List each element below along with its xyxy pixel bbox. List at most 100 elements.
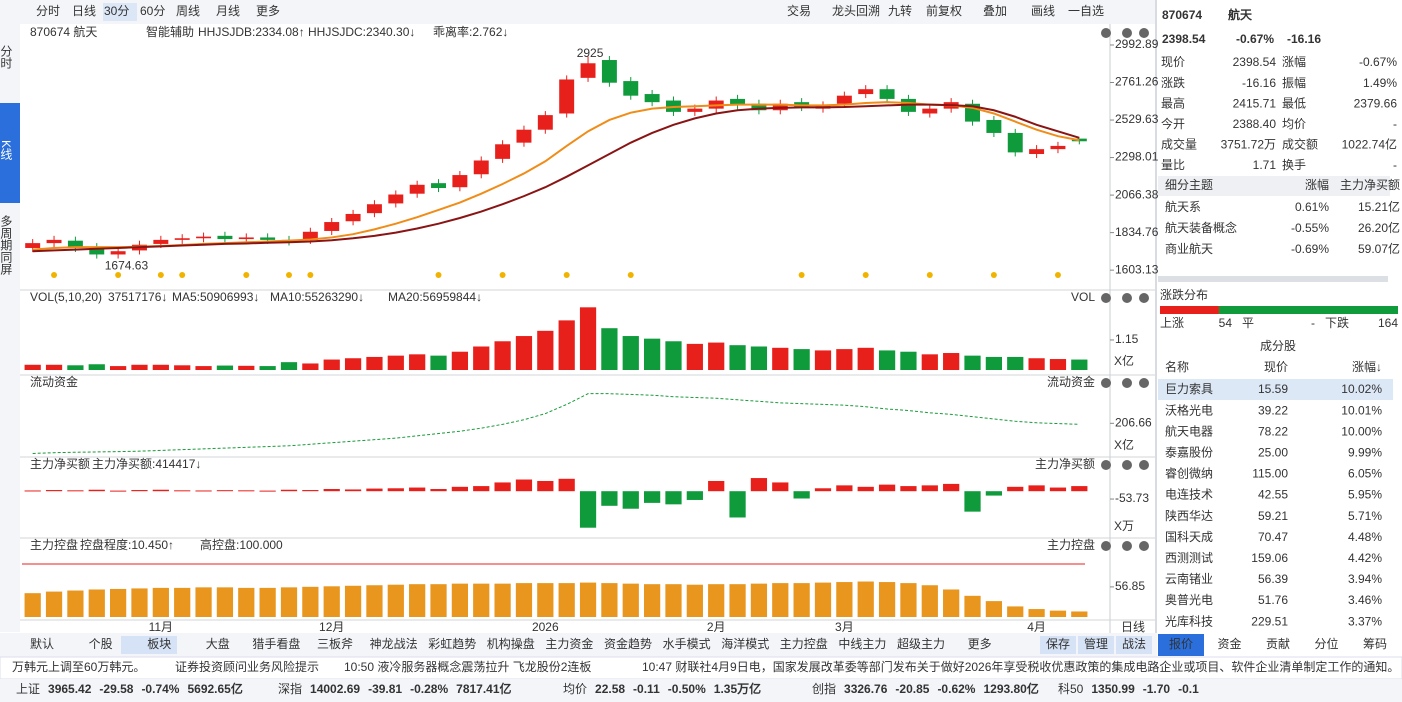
right-tab[interactable]: 报价 xyxy=(1169,636,1193,651)
right-tab[interactable]: 分位 xyxy=(1314,636,1338,651)
bottom-tab[interactable]: 板块 xyxy=(147,637,171,651)
bottom-tab[interactable]: 超级主力 xyxy=(897,636,945,651)
tool-button[interactable]: 九转 xyxy=(888,3,912,18)
bar xyxy=(686,584,703,617)
tool-button[interactable]: 交易 xyxy=(787,3,811,18)
panel-icon[interactable] xyxy=(1101,293,1111,303)
tool-button[interactable]: 画线 xyxy=(1031,4,1055,18)
panel-icon[interactable] xyxy=(1122,293,1132,303)
panel-icon[interactable] xyxy=(1139,460,1149,470)
bottom-tab[interactable]: 资金趋势 xyxy=(604,636,652,651)
component-cell[interactable]: 国科天成 xyxy=(1165,530,1213,544)
component-cell: 159.06 xyxy=(1251,551,1288,565)
sidebar-tab[interactable]: 分时 xyxy=(0,45,13,69)
bottom-tab[interactable]: 三板斧 xyxy=(317,637,353,651)
component-cell[interactable]: 航天电器 xyxy=(1165,423,1213,438)
component-cell[interactable]: 云南锗业 xyxy=(1165,571,1213,586)
right-tab[interactable]: 资金 xyxy=(1217,636,1241,651)
panel-icon[interactable] xyxy=(1122,460,1132,470)
component-cell[interactable]: 西测测试 xyxy=(1165,550,1213,565)
news-item[interactable]: 10:47 财联社4月9日电，国家发展改革委等部门发布关于做好2026年享受税收… xyxy=(642,659,1399,674)
theme-cell[interactable]: 航天系 xyxy=(1165,199,1201,214)
panel-icon[interactable] xyxy=(1139,293,1149,303)
bottom-tab[interactable]: 大盘 xyxy=(206,636,230,651)
bottom-tab[interactable]: 更多 xyxy=(968,637,992,651)
component-cell[interactable]: 睿创微纳 xyxy=(1165,466,1213,481)
news-item[interactable]: 证券投资顾问业务风险提示 xyxy=(175,659,319,674)
period-tab[interactable]: 60分 xyxy=(140,4,165,18)
theme-cell[interactable]: 商业航天 xyxy=(1165,241,1213,256)
panel-icon[interactable] xyxy=(1122,28,1132,38)
period-tab[interactable]: 30分 xyxy=(104,4,129,18)
panel-icon[interactable] xyxy=(1139,541,1149,551)
bottom-tab[interactable]: 默认 xyxy=(30,636,54,651)
sidebar-tab[interactable]: 多周期同屏 xyxy=(0,215,13,276)
bottom-tab[interactable]: 个股 xyxy=(89,637,113,651)
bottom-tab[interactable]: 彩虹趋势 xyxy=(428,637,476,651)
period-tab[interactable]: 更多 xyxy=(256,4,280,18)
high-label: 2925 xyxy=(577,46,604,60)
tool-button[interactable]: 一自选 xyxy=(1068,4,1104,18)
signal-star xyxy=(435,272,442,278)
action-button[interactable]: 管理 xyxy=(1084,636,1108,651)
bottom-tab[interactable]: 机构操盘 xyxy=(487,636,535,651)
bar xyxy=(686,491,703,500)
action-button[interactable]: 保存 xyxy=(1046,637,1070,651)
action-button[interactable]: 战法 xyxy=(1122,637,1146,651)
theme-cell[interactable]: 航天装备概念 xyxy=(1165,220,1237,235)
panel-icon[interactable] xyxy=(1101,28,1111,38)
panel-icon[interactable] xyxy=(1122,541,1132,551)
dist-value: - xyxy=(1311,316,1315,330)
news-item[interactable]: 万韩元上调至60万韩元。 xyxy=(12,659,145,674)
bar xyxy=(1007,486,1024,492)
bar xyxy=(814,582,832,617)
bottom-tab[interactable]: 神龙战法 xyxy=(370,637,418,651)
bottom-tab[interactable]: 中线主力 xyxy=(838,636,886,651)
candle-body xyxy=(345,213,361,222)
candle-body xyxy=(89,247,105,255)
component-cell[interactable]: 电连技术 xyxy=(1165,487,1213,502)
period-tab[interactable]: 分时 xyxy=(36,4,60,18)
period-tab[interactable]: 周线 xyxy=(176,4,200,18)
right-tab[interactable]: 筹码 xyxy=(1363,637,1387,651)
bar xyxy=(729,345,746,370)
component-cell[interactable]: 奥普光电 xyxy=(1165,593,1213,607)
panel-icon[interactable] xyxy=(1139,28,1149,38)
panel-icon[interactable] xyxy=(1139,378,1149,388)
bottom-tab[interactable]: 海洋模式 xyxy=(721,636,769,651)
bar xyxy=(708,480,725,492)
signal-star xyxy=(990,272,997,278)
index-cell: -0.1 xyxy=(1178,682,1199,696)
index-cell: 上证 xyxy=(16,682,40,696)
bottom-tab[interactable]: 主力控盘 xyxy=(780,636,828,651)
bottom-tab[interactable]: 猎手看盘 xyxy=(252,636,300,651)
panel-icon[interactable] xyxy=(1122,378,1132,388)
component-cell[interactable]: 光库科技 xyxy=(1165,613,1213,628)
news-item[interactable]: 10:50 液冷服务器概念震荡拉升 飞龙股份2连板 xyxy=(344,659,591,674)
panel-icon[interactable] xyxy=(1101,541,1111,551)
component-cell[interactable]: 沃格光电 xyxy=(1165,402,1213,417)
quote-value: -16.16 xyxy=(1242,76,1276,90)
bar xyxy=(772,482,789,492)
sidebar-tab[interactable]: K线 xyxy=(0,140,13,160)
component-cell[interactable]: 陕西华达 xyxy=(1165,508,1213,523)
tool-button[interactable]: 叠加 xyxy=(983,4,1007,18)
theme-header-bg xyxy=(1158,176,1390,196)
panel-icon[interactable] xyxy=(1101,460,1111,470)
index-cell: -0.28% xyxy=(410,682,448,696)
tool-button[interactable]: 龙头回溯 xyxy=(832,3,880,18)
period-tab[interactable]: 日线 xyxy=(72,4,96,18)
tool-button[interactable]: 前复权 xyxy=(926,3,962,18)
panel-icon[interactable] xyxy=(1101,378,1111,388)
bar xyxy=(110,490,127,492)
bar xyxy=(45,364,63,370)
indicator[interactable]: 智能辅助 xyxy=(146,24,194,39)
bottom-tab[interactable]: 水手模式 xyxy=(663,637,711,651)
bottom-tab[interactable]: 主力资金 xyxy=(545,636,593,651)
index-cell: 创指 xyxy=(812,681,836,696)
component-cell[interactable]: 泰嘉股份 xyxy=(1165,445,1213,459)
bar xyxy=(964,491,981,512)
period-tab[interactable]: 月线 xyxy=(216,4,240,18)
component-cell[interactable]: 巨力索具 xyxy=(1165,382,1213,396)
right-tab[interactable]: 贡献 xyxy=(1266,636,1290,651)
